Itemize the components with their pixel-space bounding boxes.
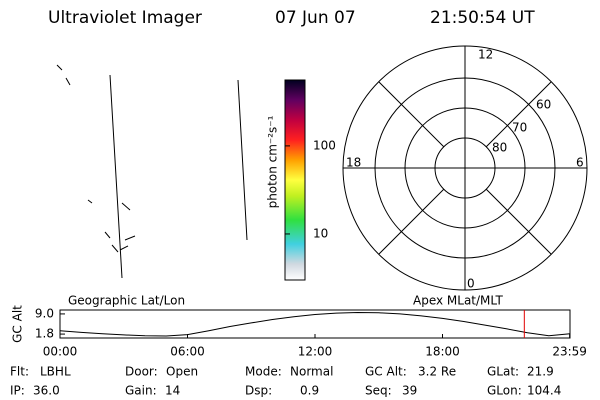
lat-label: 60 <box>536 98 551 112</box>
date: 07 Jun 07 <box>275 8 356 28</box>
orbit-altitude <box>59 311 571 337</box>
info-value: 3.2 Re <box>418 365 456 379</box>
info-value: 104.4 <box>527 384 561 398</box>
info-value: Normal <box>290 365 333 379</box>
orbit-ylabel: GC Alt <box>11 305 25 343</box>
info-label: GLon: <box>487 384 522 398</box>
info-value: 14 <box>165 384 180 398</box>
title: Ultraviolet Imager <box>48 8 202 28</box>
info-value: LBHL <box>40 365 71 379</box>
info-label: Gain: <box>125 384 157 398</box>
info-label: GLat: <box>487 365 519 379</box>
info-label: Flt: <box>10 365 29 379</box>
panel-label: Geographic Lat/Lon <box>68 294 185 308</box>
info-label: Seq: <box>365 384 392 398</box>
colorbar-tick-label: 100 <box>313 138 336 152</box>
colorbar <box>284 79 306 281</box>
mlt-label: 12 <box>478 48 493 62</box>
x-tick-label: 12:00 <box>298 345 333 359</box>
info-label: Dsp: <box>245 384 272 398</box>
x-tick-label: 23:59 <box>552 345 587 359</box>
time: 21:50:54 UT <box>430 8 535 28</box>
info-label: Door: <box>125 365 158 379</box>
mlt-label: 6 <box>576 156 584 170</box>
lat-label: 70 <box>512 121 527 135</box>
x-tick-label: 00:00 <box>43 345 78 359</box>
panel-label: Apex MLat/MLT <box>413 294 503 308</box>
info-label: Mode: <box>245 365 282 379</box>
x-tick-label: 18:00 <box>425 345 460 359</box>
mlt-label: 18 <box>346 156 361 170</box>
info-value: 36.0 <box>33 384 60 398</box>
info-value: 0.9 <box>300 384 319 398</box>
geo-image <box>56 64 248 279</box>
y-tick-label: 1.8 <box>35 327 54 341</box>
info-label: GC Alt: <box>365 365 407 379</box>
info-label: IP: <box>10 384 25 398</box>
info-value: Open <box>166 365 198 379</box>
mlt-label: 0 <box>467 277 475 291</box>
x-tick-label: 06:00 <box>170 345 205 359</box>
info-value: 21.9 <box>527 365 554 379</box>
colorbar-label: photon cm⁻²s⁻¹ <box>266 115 280 208</box>
info-value: 39 <box>402 384 417 398</box>
lat-label: 80 <box>492 141 507 155</box>
y-tick-label: 9.0 <box>35 306 54 320</box>
polar-grid <box>342 45 588 291</box>
colorbar-tick-label: 10 <box>313 226 328 240</box>
